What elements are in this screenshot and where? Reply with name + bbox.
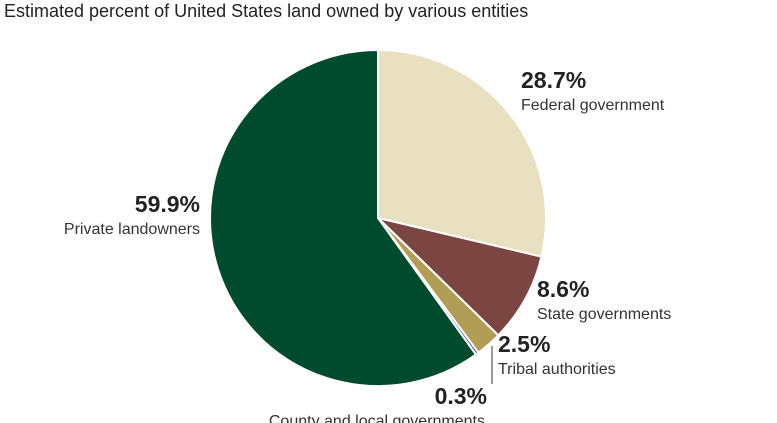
value-label: 0.3% xyxy=(435,383,487,409)
pie-slice xyxy=(209,48,478,387)
category-label: Private landowners xyxy=(64,221,200,238)
category-label: Federal government xyxy=(521,97,665,114)
value-label: 2.5% xyxy=(498,331,550,357)
category-label: County and local governments xyxy=(269,413,485,423)
value-label: 28.7% xyxy=(521,67,586,93)
value-label: 59.9% xyxy=(135,191,200,217)
category-label: State governments xyxy=(537,306,671,323)
pie-slice xyxy=(377,48,547,258)
pie-slice xyxy=(374,216,543,337)
category-label: Tribal authorities xyxy=(498,361,616,378)
value-label: 8.6% xyxy=(537,276,589,302)
chart-title: Estimated percent of United States land … xyxy=(4,1,528,21)
